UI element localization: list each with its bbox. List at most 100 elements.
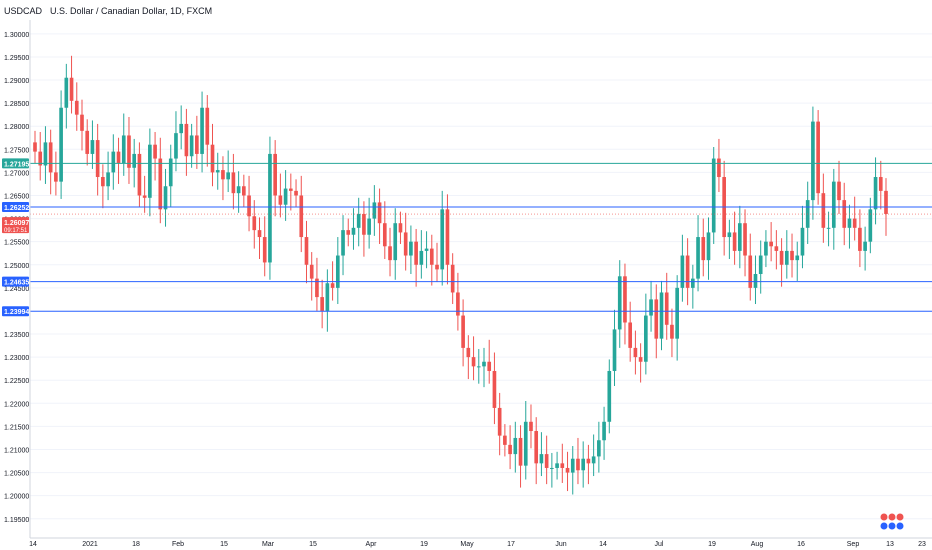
candle-body — [215, 170, 220, 173]
candle-body — [487, 361, 492, 371]
candle-body — [184, 123, 189, 157]
y-tick-label: 1.30000 — [4, 32, 29, 39]
candle-body — [409, 241, 413, 256]
candle-body — [388, 246, 392, 261]
x-tick-label: Jul — [655, 541, 664, 548]
candle-body — [821, 193, 826, 228]
candle-body — [482, 361, 486, 367]
x-tick-label: 13 — [886, 541, 894, 548]
candle-body — [576, 458, 580, 471]
candle-body — [826, 227, 831, 229]
candle-body — [534, 431, 539, 464]
candle-body — [231, 172, 236, 194]
y-tick-label: 1.25000 — [4, 263, 29, 270]
candle-body — [680, 255, 685, 288]
candle-body — [638, 357, 643, 362]
candle-body — [424, 248, 429, 251]
candle-body — [737, 223, 742, 251]
candle-body — [644, 315, 648, 362]
y-tick-label: 1.20500 — [4, 471, 29, 478]
candle-body — [158, 158, 163, 210]
candle-body — [586, 458, 591, 464]
candle-body — [69, 77, 74, 101]
candle-body — [121, 135, 126, 164]
candle-body — [189, 135, 194, 157]
candle-body — [539, 454, 544, 464]
y-tick-label: 1.24500 — [4, 286, 29, 293]
candle-body — [351, 227, 356, 235]
x-tick-label: 15 — [309, 541, 317, 548]
candle-body — [90, 140, 95, 154]
candle-body — [654, 299, 659, 339]
x-tick-label: 18 — [132, 541, 140, 548]
candle-body — [195, 135, 199, 154]
candle-body — [617, 276, 622, 330]
candle-body — [753, 274, 758, 288]
candle-body — [456, 292, 460, 316]
candle-body — [435, 264, 439, 270]
candle-body — [268, 153, 272, 263]
candle-body — [461, 315, 465, 348]
event-flag-icon — [888, 522, 896, 530]
candle-body — [858, 227, 862, 251]
candle-body — [727, 232, 732, 238]
y-tick-label: 1.22000 — [4, 401, 29, 408]
candle-body — [403, 232, 408, 256]
candle-body — [769, 241, 773, 247]
candle-body — [179, 123, 184, 134]
candle-body — [476, 366, 481, 368]
x-tick-label: Aug — [751, 541, 764, 548]
candle-body — [54, 172, 58, 182]
candle-body — [523, 421, 528, 466]
y-tick-label: 1.23500 — [4, 332, 29, 339]
candle-body — [555, 463, 559, 468]
candle-body — [764, 241, 768, 256]
candle-body — [696, 237, 700, 279]
y-tick-label: 1.22500 — [4, 378, 29, 385]
candle-body — [445, 209, 450, 265]
candle-body — [466, 347, 471, 358]
candle-body — [48, 142, 53, 173]
candle-body — [450, 264, 455, 293]
candle-body — [743, 223, 747, 256]
candle-body — [242, 186, 246, 196]
candle-body — [659, 292, 664, 339]
candle-body — [341, 230, 345, 256]
candle-body — [200, 107, 204, 154]
candle-body — [633, 347, 638, 358]
price-label-box — [2, 276, 29, 287]
candle-body — [127, 135, 131, 168]
candle-body — [320, 297, 324, 311]
candle-body — [612, 329, 617, 371]
x-tick-label: Feb — [172, 541, 184, 548]
candle-body — [372, 202, 377, 219]
chart-title: U.S. Dollar / Canadian Dollar, 1D, FXCM — [50, 6, 213, 16]
x-tick-label: Mar — [262, 541, 275, 548]
x-tick-label: May — [460, 541, 474, 548]
price-label-box — [2, 158, 29, 169]
candle-body — [440, 209, 445, 270]
symbol-label[interactable]: USDCAD — [4, 6, 43, 16]
candle-body — [309, 264, 314, 279]
candle-body — [847, 218, 852, 228]
price-label-box — [2, 306, 29, 317]
x-tick-label: 23 — [918, 541, 926, 548]
candle-body — [508, 444, 512, 455]
candle-body — [59, 107, 63, 182]
x-tick-label: 14 — [29, 541, 37, 548]
candle-body — [174, 133, 178, 159]
candle-body — [544, 454, 549, 468]
candle-body — [800, 227, 805, 256]
candle-body — [356, 213, 361, 228]
candle-body — [205, 107, 210, 145]
candle-body — [236, 186, 241, 194]
candle-body — [393, 223, 398, 261]
x-tick-label: 16 — [797, 541, 805, 548]
candle-body — [570, 458, 575, 473]
x-tick-label: 17 — [507, 541, 515, 548]
price-label-time: 09:17:51 — [4, 228, 28, 234]
candle-body — [226, 172, 230, 180]
candle-body — [210, 144, 215, 173]
candle-body — [38, 151, 43, 166]
